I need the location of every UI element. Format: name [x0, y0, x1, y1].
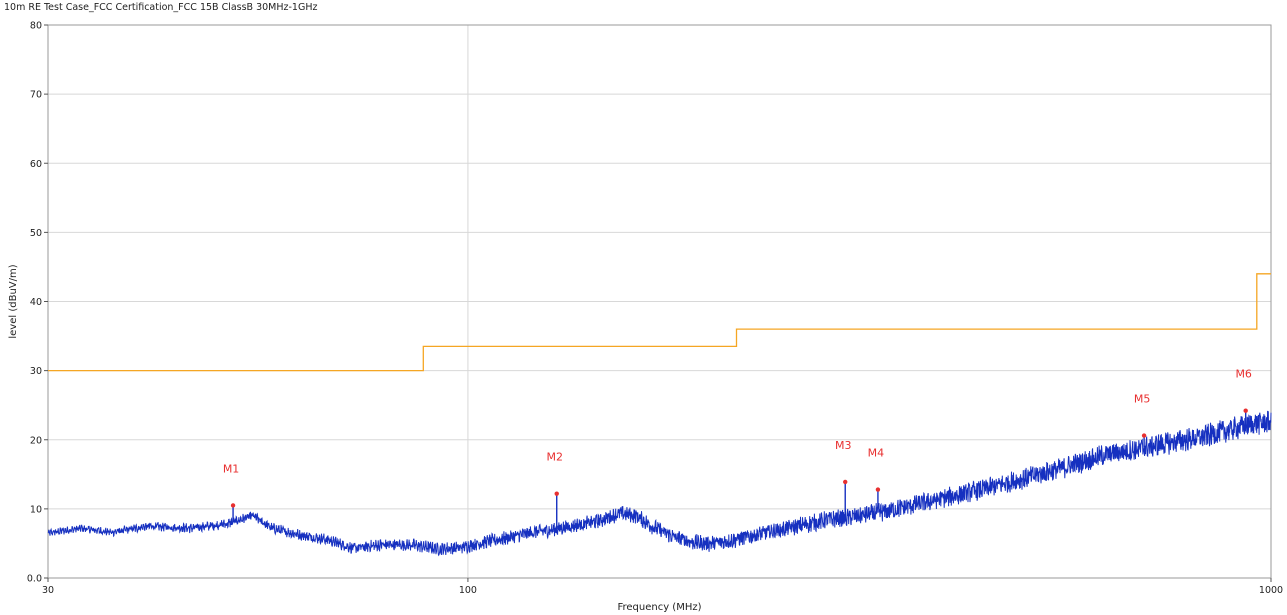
y-tick-label: 10 [30, 504, 42, 515]
marker-label: M1 [223, 462, 240, 475]
y-tick-label: 70 [30, 90, 42, 101]
marker-m5: M5 [1134, 393, 1151, 448]
y-tick-label: 80 [30, 21, 42, 32]
y-tick-label: 50 [30, 228, 42, 239]
marker-m2: M2 [546, 451, 563, 530]
marker-label: M4 [868, 447, 885, 460]
marker-dot [875, 487, 881, 492]
marker-dot [230, 503, 236, 508]
marker-label: M2 [546, 451, 563, 464]
y-axis: 0.0 10 20 30 40 50 60 70 80 [27, 21, 48, 585]
marker-m4: M4 [868, 447, 885, 513]
marker-dot [1243, 408, 1248, 413]
y-tick-label: 40 [30, 297, 42, 308]
marker-m1: M1 [223, 462, 240, 522]
marker-m3: M3 [835, 439, 852, 518]
markers: M1 M2 M3 M4 M5 M6 [223, 368, 1252, 530]
marker-m6: M6 [1235, 368, 1252, 426]
x-tick-label: 1000 [1259, 585, 1283, 596]
x-axis-label: Frequency (MHz) [617, 602, 701, 613]
x-tick-label: 100 [459, 585, 477, 596]
marker-label: M5 [1134, 393, 1151, 406]
y-tick-label: 60 [30, 159, 42, 170]
marker-dot [1141, 433, 1147, 438]
y-axis-label: level (dBuV/m) [8, 264, 19, 338]
x-axis: 30 100 1000 [42, 578, 1283, 596]
x-tick-label: 30 [42, 585, 54, 596]
y-tick-label: 20 [30, 435, 42, 446]
marker-label: M6 [1235, 368, 1252, 381]
marker-dot [554, 491, 559, 496]
marker-dot [843, 479, 848, 485]
grid [47, 24, 1272, 579]
y-tick-label: 0.0 [27, 574, 42, 585]
limit-line [48, 273, 1271, 372]
marker-label: M3 [835, 439, 852, 452]
y-tick-label: 30 [30, 366, 42, 377]
measured-trace [47, 410, 1272, 557]
chart-title: 10m RE Test Case_FCC Certification_FCC 1… [4, 2, 318, 13]
